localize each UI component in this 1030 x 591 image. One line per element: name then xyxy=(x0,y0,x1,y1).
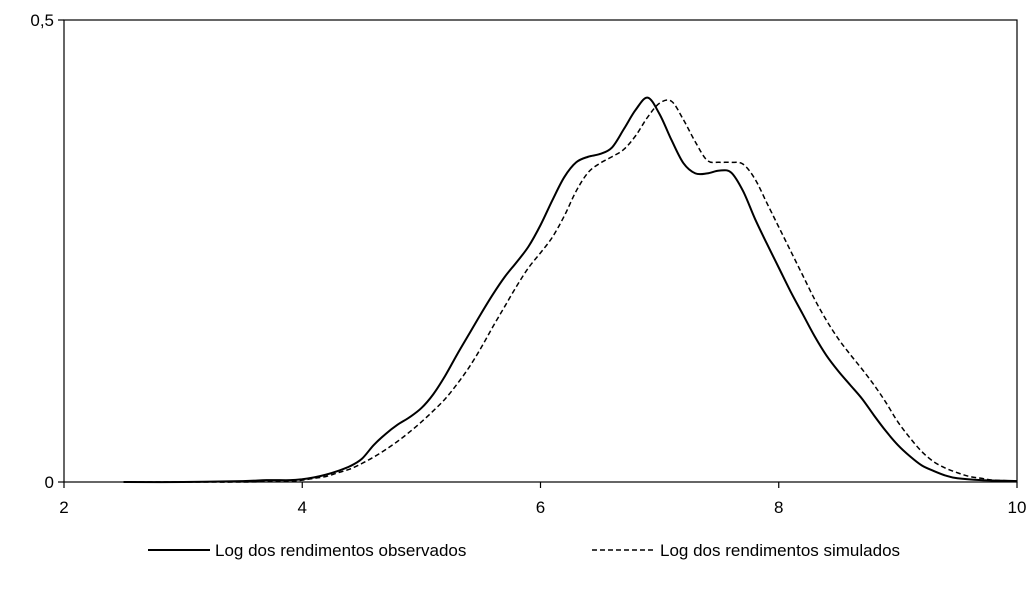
legend-label-observados: Log dos rendimentos observados xyxy=(215,541,466,560)
series-line-observados xyxy=(123,96,1018,484)
x-tick-label: 10 xyxy=(1008,498,1027,517)
y-tick-label: 0,5 xyxy=(30,11,54,30)
series-lines xyxy=(123,96,1018,484)
legend-label-simulados: Log dos rendimentos simulados xyxy=(660,541,900,560)
x-tick-label: 6 xyxy=(536,498,545,517)
x-tick-label: 2 xyxy=(59,498,68,517)
plot-area-frame xyxy=(63,19,1018,483)
x-tick-label: 8 xyxy=(774,498,783,517)
y-tick-label: 0 xyxy=(45,473,54,492)
axis-ticks: 2 4 6 8 10 0 0,5 xyxy=(30,11,1026,517)
x-tick-label: 4 xyxy=(298,498,307,517)
series-line-simulados xyxy=(123,99,1018,483)
legend: Log dos rendimentos observados Log dos r… xyxy=(148,541,900,560)
